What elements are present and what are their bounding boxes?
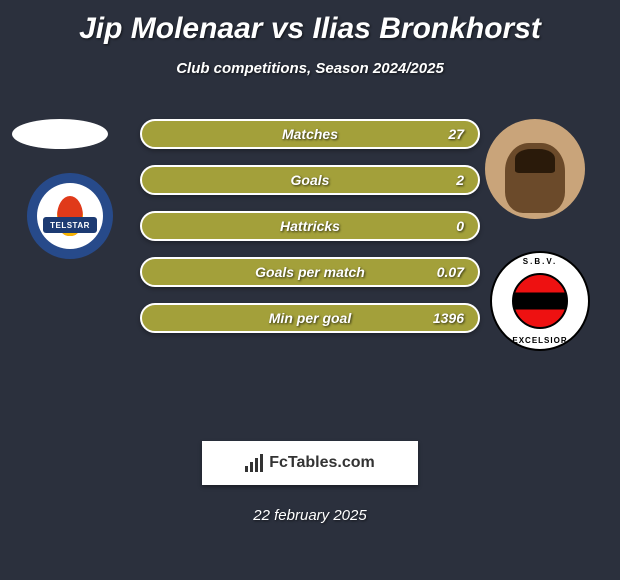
brand-text: FcTables.com [269, 454, 375, 472]
subtitle: Club competitions, Season 2024/2025 [0, 60, 620, 77]
page-title: Jip Molenaar vs Ilias Bronkhorst [0, 0, 620, 46]
stat-value: 0 [456, 218, 464, 234]
date-text: 22 february 2025 [0, 507, 620, 524]
stat-bars: Matches 27 Goals 2 Hattricks 0 Goals per… [140, 119, 480, 349]
stat-label: Min per goal [269, 310, 351, 326]
stat-label: Goals per match [255, 264, 365, 280]
club-right-bottom: EXCELSIOR [492, 336, 588, 345]
stat-value: 27 [448, 126, 464, 142]
club-left-name: TELSTAR [43, 217, 97, 233]
player-left-avatar [12, 119, 108, 149]
stat-row-gpm: Goals per match 0.07 [140, 257, 480, 287]
stat-value: 0.07 [437, 264, 464, 280]
stat-value: 1396 [433, 310, 464, 326]
stat-row-goals: Goals 2 [140, 165, 480, 195]
barchart-icon [245, 454, 263, 472]
club-left-badge: TELSTAR [20, 173, 120, 263]
stat-label: Goals [291, 172, 330, 188]
comparison-content: TELSTAR S.B.V. EXCELSIOR Matches 27 Goal… [0, 101, 620, 441]
player-right-avatar [485, 119, 585, 219]
stat-label: Matches [282, 126, 338, 142]
stat-label: Hattricks [280, 218, 340, 234]
stat-value: 2 [456, 172, 464, 188]
club-right-badge: S.B.V. EXCELSIOR [490, 251, 590, 351]
club-right-top: S.B.V. [492, 257, 588, 266]
stat-row-mpg: Min per goal 1396 [140, 303, 480, 333]
brand-box[interactable]: FcTables.com [202, 441, 418, 485]
stat-row-hattricks: Hattricks 0 [140, 211, 480, 241]
stat-row-matches: Matches 27 [140, 119, 480, 149]
